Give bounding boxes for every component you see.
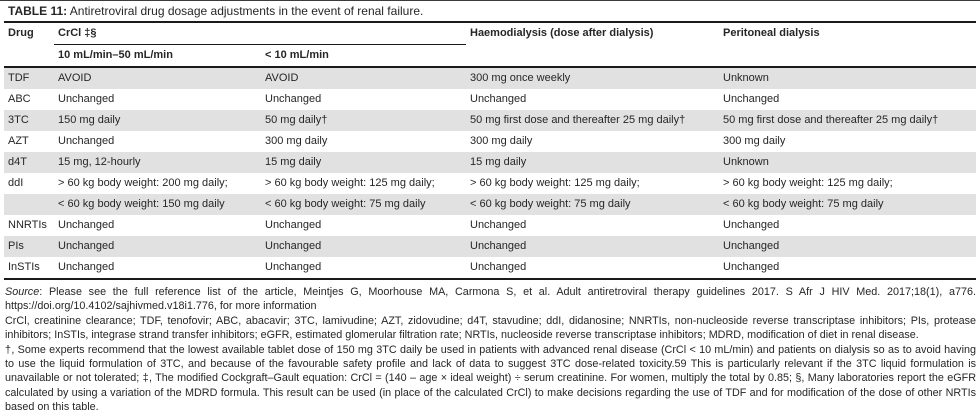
cell-crcl-lt10: Unchanged [265, 219, 322, 231]
cell-crcl-lt10: Unchanged [265, 93, 322, 105]
cell-crcl-10-50: < 60 kg body weight: 150 mg daily [58, 198, 225, 210]
cell-crcl-10-50: 150 mg daily [58, 114, 121, 126]
cell-peritoneal: Unknown [723, 156, 769, 168]
cell-haemodialysis: 15 mg daily [470, 156, 527, 168]
col-header-drug: Drug [4, 22, 54, 68]
cell-drug [4, 194, 54, 215]
cell-drug: ddI [8, 177, 24, 189]
table-row-ddi-under60kg: < 60 kg body weight: 150 mg daily < 60 k… [4, 194, 976, 215]
table-row-3tc: 3TC 150 mg daily 50 mg daily† 50 mg firs… [4, 110, 976, 131]
cell-crcl-lt10: > 60 kg body weight: 125 mg daily; [265, 177, 435, 189]
col-subheader-crcl-10-50: 10 mL/min–50 mL/min [54, 44, 261, 68]
cell-drug: NNRTIs [8, 219, 47, 231]
cell-crcl-10-50: Unchanged [58, 261, 115, 273]
cell-peritoneal: Unknown [723, 72, 769, 84]
cell-haemodialysis: Unchanged [470, 93, 527, 105]
cell-peritoneal: Unchanged [723, 261, 780, 273]
table-row-pis: PIs Unchanged Unchanged Unchanged Unchan… [4, 236, 976, 257]
table-row-ddi-over60kg: ddI > 60 kg body weight: 200 mg daily; >… [4, 173, 976, 194]
table-row-tdf: TDF AVOID AVOID 300 mg once weekly Unkno… [4, 67, 976, 89]
cell-peritoneal: 50 mg first dose and thereafter 25 mg da… [723, 114, 939, 126]
table-number-label: TABLE 11: [8, 4, 68, 18]
cell-crcl-10-50: Unchanged [58, 240, 115, 252]
col-header-haemodialysis: Haemodialysis (dose after dialysis) [466, 22, 719, 68]
cell-crcl-lt10: 300 mg daily [265, 135, 328, 147]
table-row-instis: InSTIs Unchanged Unchanged Unchanged Unc… [4, 257, 976, 279]
source-label: Source [5, 286, 40, 298]
abbreviations-note: CrCl, creatinine clearance; TDF, tenofov… [5, 314, 976, 342]
cell-haemodialysis: Unchanged [470, 219, 527, 231]
table-row-nnrtis: NNRTIs Unchanged Unchanged Unchanged Unc… [4, 215, 976, 236]
footnotes-note: †, Some experts recommend that the lowes… [5, 343, 976, 410]
cell-crcl-10-50: 15 mg, 12-hourly [58, 156, 141, 168]
cell-crcl-lt10: 50 mg daily† [265, 114, 328, 126]
cell-crcl-10-50: Unchanged [58, 219, 115, 231]
cell-haemodialysis: Unchanged [470, 261, 527, 273]
table-title: TABLE 11: Antiretroviral drug dosage adj… [4, 4, 976, 19]
cell-haemodialysis: 50 mg first dose and thereafter 25 mg da… [470, 114, 686, 126]
table-body: TDF AVOID AVOID 300 mg once weekly Unkno… [4, 67, 976, 279]
cell-haemodialysis: Unchanged [470, 240, 527, 252]
cell-drug: PIs [8, 240, 24, 252]
col-subheader-crcl-lt-10: < 10 mL/min [261, 44, 466, 68]
cell-crcl-lt10: Unchanged [265, 261, 322, 273]
table-row-abc: ABC Unchanged Unchanged Unchanged Unchan… [4, 89, 976, 110]
cell-haemodialysis: < 60 kg body weight: 75 mg daily [470, 198, 631, 210]
cell-peritoneal: 300 mg daily [723, 135, 786, 147]
cell-drug: InSTIs [8, 261, 40, 273]
cell-crcl-lt10: < 60 kg body weight: 75 mg daily [265, 198, 426, 210]
dosage-adjustments-table: Drug CrCl ‡§ Haemodialysis (dose after d… [4, 21, 976, 280]
cell-peritoneal: Unchanged [723, 219, 780, 231]
cell-peritoneal: Unchanged [723, 240, 780, 252]
col-header-peritoneal-dialysis: Peritoneal dialysis [719, 22, 976, 68]
cell-peritoneal: < 60 kg body weight: 75 mg daily [723, 198, 884, 210]
cell-crcl-lt10: Unchanged [265, 240, 322, 252]
header-row-groups: Drug CrCl ‡§ Haemodialysis (dose after d… [4, 22, 976, 68]
cell-haemodialysis: 300 mg once weekly [470, 72, 571, 84]
cell-peritoneal: Unchanged [723, 93, 780, 105]
table-header: Drug CrCl ‡§ Haemodialysis (dose after d… [4, 22, 976, 68]
header-row-subcolumns: 10 mL/min–50 mL/min < 10 mL/min [4, 44, 976, 68]
cell-crcl-10-50: AVOID [58, 72, 92, 84]
cell-haemodialysis: 300 mg daily [470, 135, 533, 147]
cell-crcl-lt10: 15 mg daily [265, 156, 322, 168]
table-caption: Antiretroviral drug dosage adjustments i… [67, 4, 424, 18]
col-header-crcl-group: CrCl ‡§ [54, 22, 466, 45]
table-footer-notes: Source: Please see the full reference li… [4, 285, 976, 410]
cell-crcl-10-50: > 60 kg body weight: 200 mg daily; [58, 177, 228, 189]
cell-drug: ABC [8, 93, 31, 105]
source-note: Source: Please see the full reference li… [5, 285, 976, 314]
cell-peritoneal: > 60 kg body weight: 125 mg daily; [723, 177, 893, 189]
cell-drug: AZT [8, 135, 29, 147]
cell-crcl-10-50: Unchanged [58, 93, 115, 105]
cell-haemodialysis: > 60 kg body weight: 125 mg daily; [470, 177, 640, 189]
cell-crcl-lt10: AVOID [265, 72, 299, 84]
table-row-azt: AZT Unchanged 300 mg daily 300 mg daily … [4, 131, 976, 152]
source-text: : Please see the full reference list of … [5, 286, 976, 313]
cell-drug: d4T [8, 156, 27, 168]
cell-drug: 3TC [8, 114, 29, 126]
cell-crcl-10-50: Unchanged [58, 135, 115, 147]
table-row-d4t: d4T 15 mg, 12-hourly 15 mg daily 15 mg d… [4, 152, 976, 173]
cell-drug: TDF [8, 72, 30, 84]
